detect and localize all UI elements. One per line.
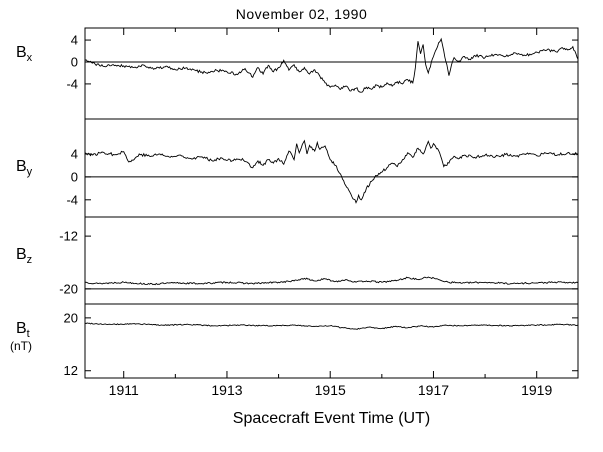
svg-text:1911: 1911 [109,382,139,398]
panel-label-bz: Bz [16,246,32,266]
panel-label-bx-sub: x [26,52,33,65]
svg-text:-20: -20 [59,281,78,296]
svg-text:1915: 1915 [315,382,346,398]
panel-label-bz-base: B [16,246,27,263]
x-axis-label: Spacecraft Event Time (UT) [232,410,431,427]
svg-text:4: 4 [71,33,78,48]
svg-text:12: 12 [64,363,78,378]
svg-text:1919: 1919 [521,382,552,398]
svg-text:-4: -4 [66,192,78,207]
svg-text:1917: 1917 [418,382,449,398]
svg-text:0: 0 [71,54,78,69]
panel-label-bt-sub: t [26,328,30,341]
panel-label-bz-sub: z [26,254,33,267]
svg-text:0: 0 [71,169,78,184]
panel-label-by: By [16,158,32,178]
panel-label-bx-base: B [16,44,27,61]
svg-text:-12: -12 [59,229,78,244]
panel-label-bt: Bt [16,320,30,340]
panel-label-by-sub: y [26,166,33,179]
panel-label-by-base: B [16,158,27,175]
svg-text:-4: -4 [66,76,78,91]
panel-unit-bt: (nT) [10,339,32,353]
panel-label-bt-base: B [16,320,27,337]
svg-text:4: 4 [71,146,78,161]
svg-text:20: 20 [64,310,78,325]
chart-title: November 02, 1990 [235,6,368,22]
panel-label-bx: Bx [16,44,32,64]
svg-text:1913: 1913 [211,382,242,398]
